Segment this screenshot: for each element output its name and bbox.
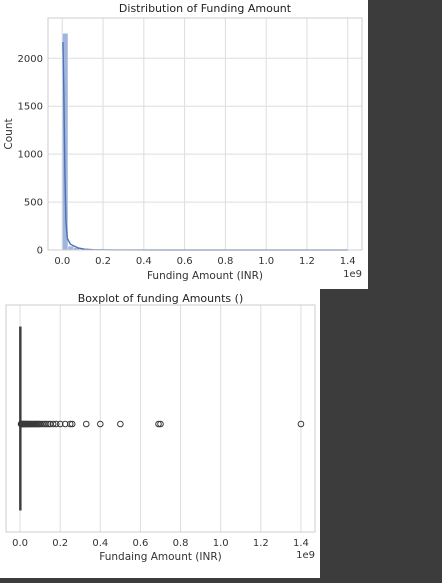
histogram-chart: 0.0 0.2 0.4 0.6 0.8 1.0 1.2 1.4 0 500 1000 1500 2000…: [3, 2, 363, 282]
outlier-point: [297, 420, 305, 428]
x-tick-label: 1.4: [293, 538, 309, 549]
x-tick-label: 1.2: [253, 538, 269, 549]
y-tick-label: 500: [24, 198, 43, 209]
outlier-point: [49, 420, 57, 428]
outlier-point: [44, 420, 52, 428]
outlier-point: [157, 420, 164, 428]
x-offset-text: 1e9: [343, 269, 362, 280]
x-offset-text: 1e9: [296, 550, 315, 561]
x-tick-label: 0.8: [173, 538, 189, 549]
outlier-point: [42, 420, 50, 428]
kde-curve: [62, 41, 348, 251]
chart-title: Distribution of Funding Amount: [119, 2, 292, 15]
x-tick-label: 0.2: [52, 538, 68, 549]
y-tick-label: 1500: [18, 102, 43, 113]
x-tick-label: 0.2: [95, 256, 111, 267]
x-tick-label: 0.0: [12, 538, 28, 549]
x-tick-label: 0.0: [54, 256, 70, 267]
histogram-figure: 0.0 0.2 0.4 0.6 0.8 1.0 1.2 1.4 0 500 1000 1500 2000…: [0, 0, 368, 289]
boxplot-figure: 0.0 0.2 0.4 0.6 0.8 1.0 1.2 1.4 Boxplot of fund…: [0, 289, 320, 578]
y-axis-label: Count: [3, 118, 15, 149]
outlier-point: [56, 420, 64, 428]
outlier-point: [66, 420, 74, 428]
x-tick-label: 0.6: [177, 256, 193, 267]
x-tick-label: 0.4: [92, 538, 108, 549]
plot-area: [47, 17, 363, 251]
y-tick-label: 0: [37, 246, 43, 257]
x-tick-label: 0.8: [217, 256, 233, 267]
x-axis-label: Funding Amount (INR): [147, 270, 263, 282]
x-tick-label: 1.0: [213, 538, 229, 549]
outlier-point: [155, 420, 162, 428]
x-tick-label: 1.2: [299, 256, 315, 267]
x-tick-label: 0.6: [132, 538, 148, 549]
chart-title: Boxplot of funding Amounts (): [78, 292, 243, 305]
outlier-point: [117, 420, 124, 428]
plot-area: [5, 304, 316, 533]
outlier-point: [82, 420, 90, 428]
outlier-point: [97, 420, 104, 428]
x-tick-label: 0.4: [136, 256, 152, 267]
histogram-bar: [67, 245, 74, 251]
x-tick-label: 1.0: [258, 256, 274, 267]
outlier-point: [52, 420, 60, 428]
x-tick-label: 1.4: [340, 256, 356, 267]
boxplot-chart: 0.0 0.2 0.4 0.6 0.8 1.0 1.2 1.4 Boxplot of fund…: [5, 292, 316, 563]
y-tick-label: 2000: [18, 54, 43, 65]
outlier-point: [61, 420, 69, 428]
x-axis-label: Fundaing Amount (INR): [99, 551, 222, 563]
y-tick-label: 1000: [18, 150, 43, 161]
outlier-point: [68, 420, 76, 428]
